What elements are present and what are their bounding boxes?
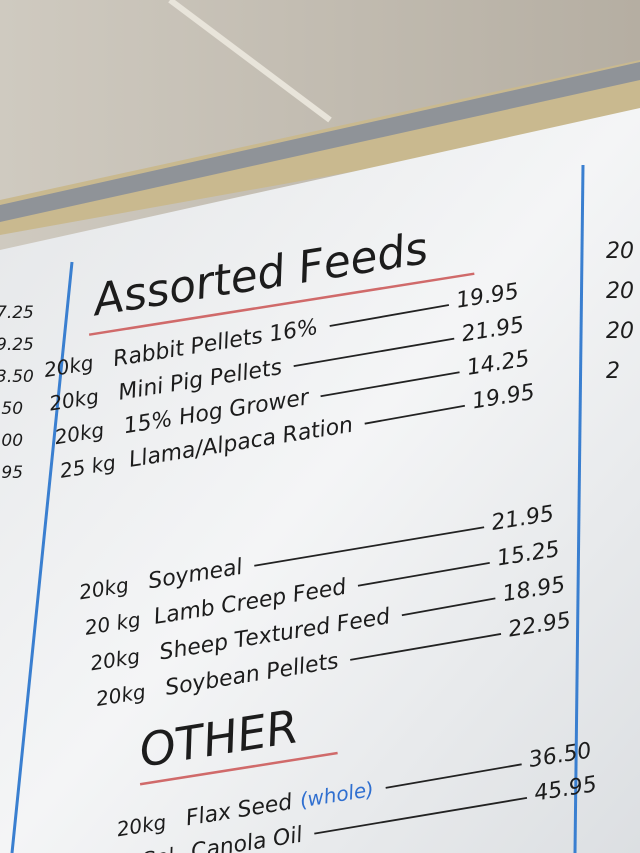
item-size: 5 Gal bbox=[120, 843, 176, 853]
leader-line bbox=[329, 304, 450, 327]
leader-line bbox=[320, 371, 460, 398]
column-line bbox=[10, 261, 74, 853]
leader-line bbox=[293, 337, 455, 367]
leader-line bbox=[401, 597, 496, 617]
leader-line bbox=[350, 633, 502, 661]
left-price: 7.25 bbox=[0, 303, 34, 323]
left-price: .95 bbox=[0, 463, 23, 483]
title-underline bbox=[88, 272, 475, 336]
left-price: .00 bbox=[0, 431, 23, 451]
right-entry: 20 bbox=[606, 319, 634, 344]
leader-line bbox=[254, 526, 485, 567]
whiteboard bbox=[0, 108, 640, 853]
leader-line bbox=[364, 404, 466, 425]
leader-line bbox=[385, 763, 522, 789]
other-underline bbox=[139, 751, 338, 786]
left-price: 3.50 bbox=[0, 367, 34, 387]
right-entry: 20 bbox=[606, 239, 634, 264]
column-line bbox=[573, 164, 585, 853]
right-entry: 2 bbox=[606, 359, 620, 384]
leader-line bbox=[357, 561, 490, 587]
board-rail bbox=[0, 62, 640, 222]
leader-line bbox=[314, 797, 528, 835]
left-price: .50 bbox=[0, 399, 23, 419]
right-entry: 20 bbox=[606, 279, 634, 304]
left-price: 9.25 bbox=[0, 335, 34, 355]
ceiling-seam bbox=[168, 0, 332, 123]
